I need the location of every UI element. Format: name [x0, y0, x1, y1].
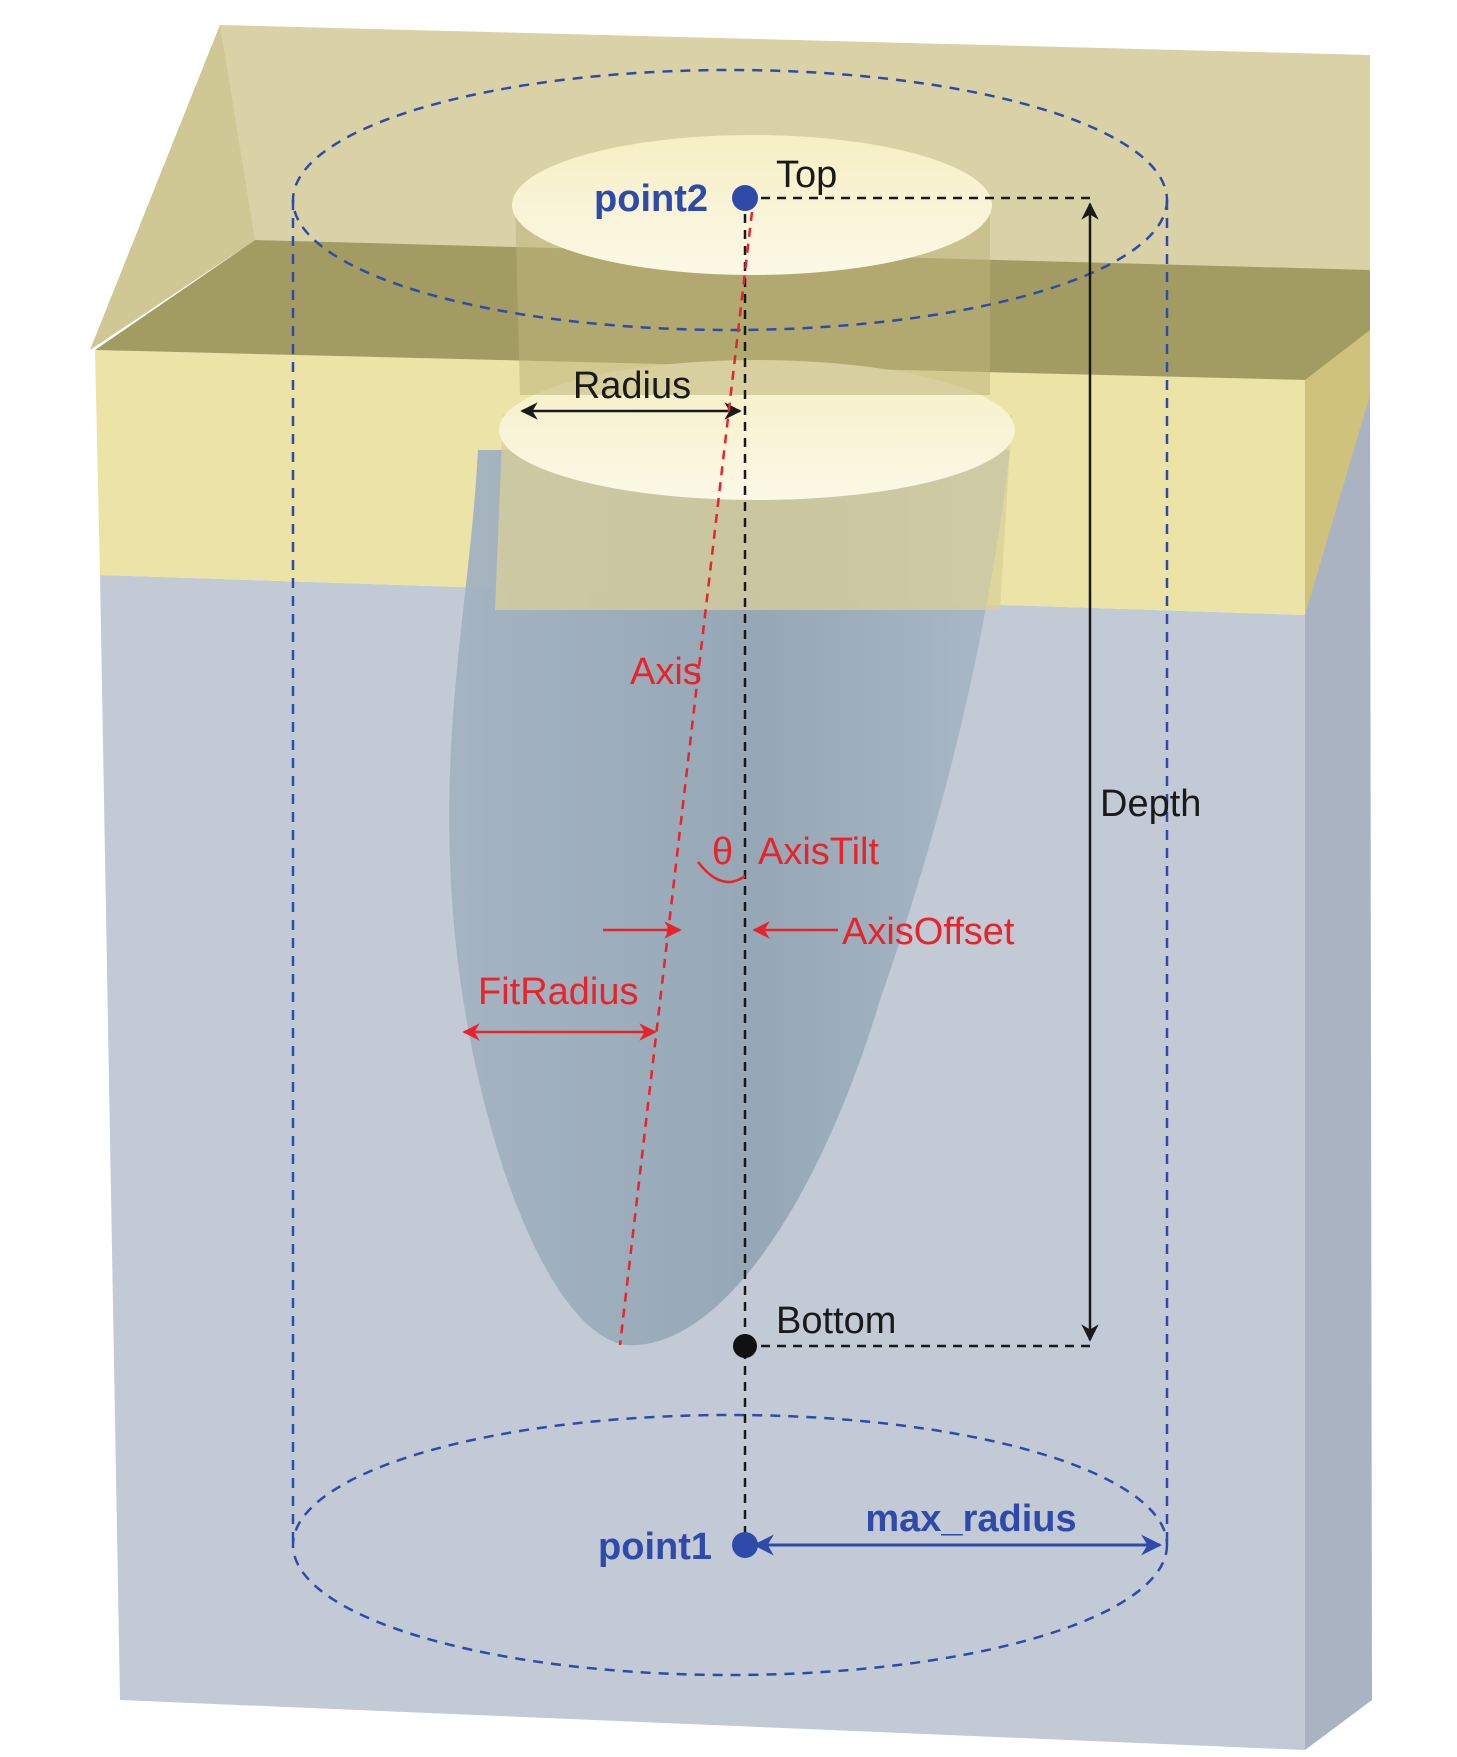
bottom-label: Bottom — [776, 1300, 896, 1342]
depth-annotation — [520, 196, 1099, 1545]
axis-label: Axis — [630, 651, 702, 693]
axis-tilt-label: AxisTilt — [758, 831, 879, 873]
point1-label: point1 — [598, 1526, 712, 1568]
theta-label: θ — [712, 831, 733, 873]
fit-axis-line — [618, 211, 754, 1346]
depth-label: Depth — [1100, 783, 1201, 825]
bounding-cylinder — [291, 68, 1169, 1677]
point2-marker — [732, 185, 758, 211]
block-top-left-slope — [90, 25, 255, 350]
top-label: Top — [776, 154, 837, 196]
axis-tilt-arc — [697, 861, 746, 884]
hole-body — [449, 450, 1010, 1346]
block-right-face — [1305, 395, 1372, 1750]
radius-label: Radius — [573, 365, 691, 407]
point1-marker — [732, 1532, 758, 1558]
bounding-cylinder-bottom — [291, 1413, 1169, 1677]
bottom-point-marker — [733, 1334, 757, 1358]
axis-annotations — [462, 211, 838, 1346]
max-radius-label: max_radius — [865, 1498, 1076, 1540]
point2-label: point2 — [594, 178, 708, 220]
fit-radius-label: FitRadius — [478, 971, 639, 1013]
axis-offset-label: AxisOffset — [842, 911, 1015, 953]
